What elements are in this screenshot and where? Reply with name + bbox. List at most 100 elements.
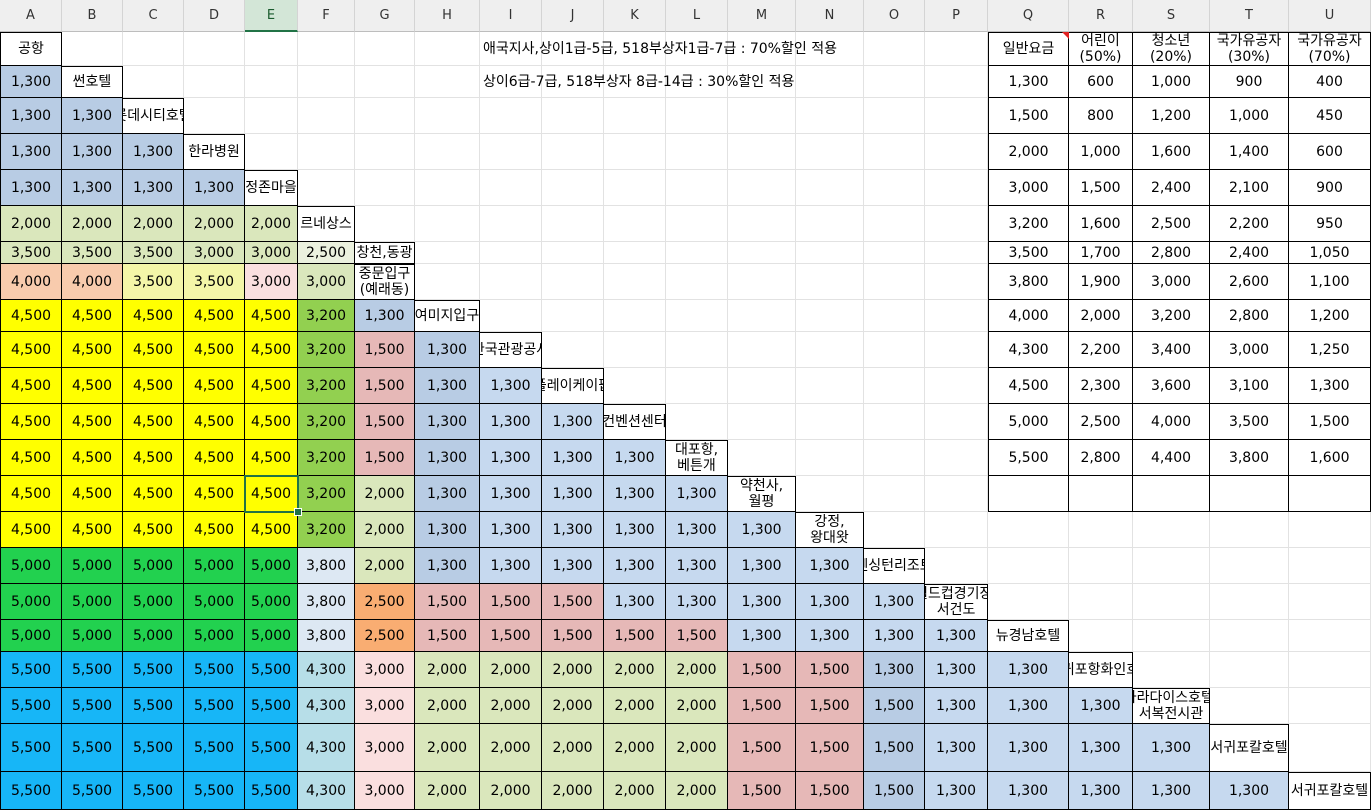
discount-cell[interactable]: 4,500 <box>988 368 1069 404</box>
fare-cell[interactable]: 1,300 <box>1069 724 1133 772</box>
fare-cell[interactable]: 4,500 <box>123 440 184 476</box>
discount-cell[interactable]: 1,000 <box>1210 98 1289 134</box>
grid-cell[interactable] <box>925 32 988 66</box>
grid-cell[interactable] <box>355 98 415 134</box>
fare-cell[interactable]: 3,200 <box>298 476 355 512</box>
fare-cell[interactable]: 4,300 <box>298 688 355 724</box>
grid-cell[interactable] <box>415 66 480 98</box>
fare-cell[interactable]: 4,500 <box>123 332 184 368</box>
grid-cell[interactable] <box>864 332 925 368</box>
discount-cell[interactable]: 1,600 <box>1289 440 1371 476</box>
fare-cell[interactable]: 2,000 <box>123 206 184 242</box>
grid-cell[interactable] <box>1289 652 1371 688</box>
fare-cell[interactable]: 1,300 <box>925 688 988 724</box>
fare-cell[interactable]: 1,300 <box>728 512 796 548</box>
discount-cell[interactable] <box>1133 476 1210 512</box>
grid-cell[interactable] <box>298 170 355 206</box>
column-header-d[interactable]: D <box>184 0 245 32</box>
fare-cell[interactable]: 2,000 <box>480 688 542 724</box>
fare-cell[interactable]: 1,300 <box>415 404 480 440</box>
fare-cell[interactable]: 1,300 <box>415 548 480 584</box>
discount-cell[interactable]: 1,300 <box>1289 368 1371 404</box>
discount-cell[interactable] <box>988 476 1069 512</box>
discount-cell[interactable]: 2,100 <box>1210 170 1289 206</box>
fare-cell[interactable]: 1,300 <box>480 368 542 404</box>
fare-cell[interactable]: 1,300 <box>480 440 542 476</box>
fare-cell[interactable]: 1,300 <box>925 724 988 772</box>
fare-cell[interactable]: 5,000 <box>184 620 245 652</box>
grid-cell[interactable] <box>480 170 542 206</box>
grid-cell[interactable] <box>728 300 796 332</box>
grid-cell[interactable] <box>796 332 864 368</box>
fare-cell[interactable]: 1,500 <box>796 652 864 688</box>
fare-cell[interactable]: 5,000 <box>245 584 298 620</box>
fare-cell[interactable]: 1,300 <box>62 170 123 206</box>
discount-cell[interactable]: 2,800 <box>1133 242 1210 264</box>
column-header-k[interactable]: K <box>604 0 666 32</box>
fare-cell[interactable]: 5,500 <box>245 772 298 810</box>
fare-cell[interactable]: 4,000 <box>62 264 123 300</box>
grid-cell[interactable] <box>666 368 728 404</box>
discount-cell[interactable]: 1,500 <box>1289 404 1371 440</box>
fare-cell[interactable]: 1,500 <box>728 688 796 724</box>
fare-cell[interactable]: 5,000 <box>184 548 245 584</box>
fare-cell[interactable]: 4,500 <box>184 440 245 476</box>
fare-cell[interactable]: 2,000 <box>480 724 542 772</box>
fare-cell[interactable]: 3,500 <box>62 242 123 264</box>
grid-cell[interactable] <box>604 300 666 332</box>
fare-cell[interactable]: 4,500 <box>0 300 62 332</box>
fare-cell[interactable]: 3,500 <box>123 242 184 264</box>
grid-cell[interactable] <box>542 32 604 66</box>
fare-cell[interactable]: 3,000 <box>355 724 415 772</box>
grid-cell[interactable] <box>925 242 988 264</box>
fare-cell[interactable]: 1,300 <box>184 170 245 206</box>
grid-cell[interactable] <box>666 170 728 206</box>
fare-cell[interactable]: 4,500 <box>0 368 62 404</box>
fare-cell[interactable]: 1,300 <box>480 512 542 548</box>
fare-cell[interactable]: 1,500 <box>542 584 604 620</box>
grid-cell[interactable] <box>925 476 988 512</box>
column-header-f[interactable]: F <box>298 0 355 32</box>
fare-cell[interactable]: 1,300 <box>666 476 728 512</box>
grid-cell[interactable] <box>728 242 796 264</box>
grid-cell[interactable] <box>925 98 988 134</box>
fare-cell[interactable]: 4,500 <box>123 512 184 548</box>
fare-cell[interactable]: 2,000 <box>415 772 480 810</box>
fare-cell[interactable]: 1,300 <box>0 134 62 170</box>
grid-cell[interactable] <box>666 134 728 170</box>
fare-cell[interactable]: 1,500 <box>796 688 864 724</box>
grid-cell[interactable] <box>864 206 925 242</box>
grid-cell[interactable] <box>604 66 666 98</box>
discount-cell[interactable] <box>1069 476 1133 512</box>
grid-cell[interactable] <box>728 404 796 440</box>
fare-cell[interactable]: 1,300 <box>123 134 184 170</box>
discount-cell[interactable]: 450 <box>1289 98 1371 134</box>
grid-cell[interactable] <box>796 170 864 206</box>
discount-cell[interactable]: 4,000 <box>1133 404 1210 440</box>
fare-cell[interactable]: 2,000 <box>666 772 728 810</box>
fare-cell[interactable]: 1,300 <box>415 332 480 368</box>
fare-cell[interactable]: 1,500 <box>796 724 864 772</box>
discount-cell[interactable]: 950 <box>1289 206 1371 242</box>
grid-cell[interactable] <box>604 264 666 300</box>
grid-cell[interactable] <box>1289 548 1371 584</box>
grid-cell[interactable] <box>1289 620 1371 652</box>
fare-cell[interactable]: 1,500 <box>355 368 415 404</box>
grid-cell[interactable] <box>666 332 728 368</box>
discount-cell[interactable]: 3,200 <box>988 206 1069 242</box>
fare-cell[interactable]: 3,500 <box>123 264 184 300</box>
fare-cell[interactable]: 1,300 <box>864 652 925 688</box>
fare-cell[interactable]: 2,000 <box>666 724 728 772</box>
grid-cell[interactable] <box>355 170 415 206</box>
fare-cell[interactable]: 4,500 <box>62 440 123 476</box>
grid-cell[interactable] <box>1210 512 1289 548</box>
fare-cell[interactable]: 4,300 <box>298 652 355 688</box>
fare-cell[interactable]: 1,500 <box>864 688 925 724</box>
fare-cell[interactable]: 1,300 <box>604 548 666 584</box>
comment-indicator-icon[interactable] <box>1062 32 1069 39</box>
grid-cell[interactable] <box>796 98 864 134</box>
grid-cell[interactable] <box>184 98 245 134</box>
grid-cell[interactable] <box>604 332 666 368</box>
grid-cell[interactable] <box>988 512 1069 548</box>
discount-cell[interactable]: 1,500 <box>988 98 1069 134</box>
